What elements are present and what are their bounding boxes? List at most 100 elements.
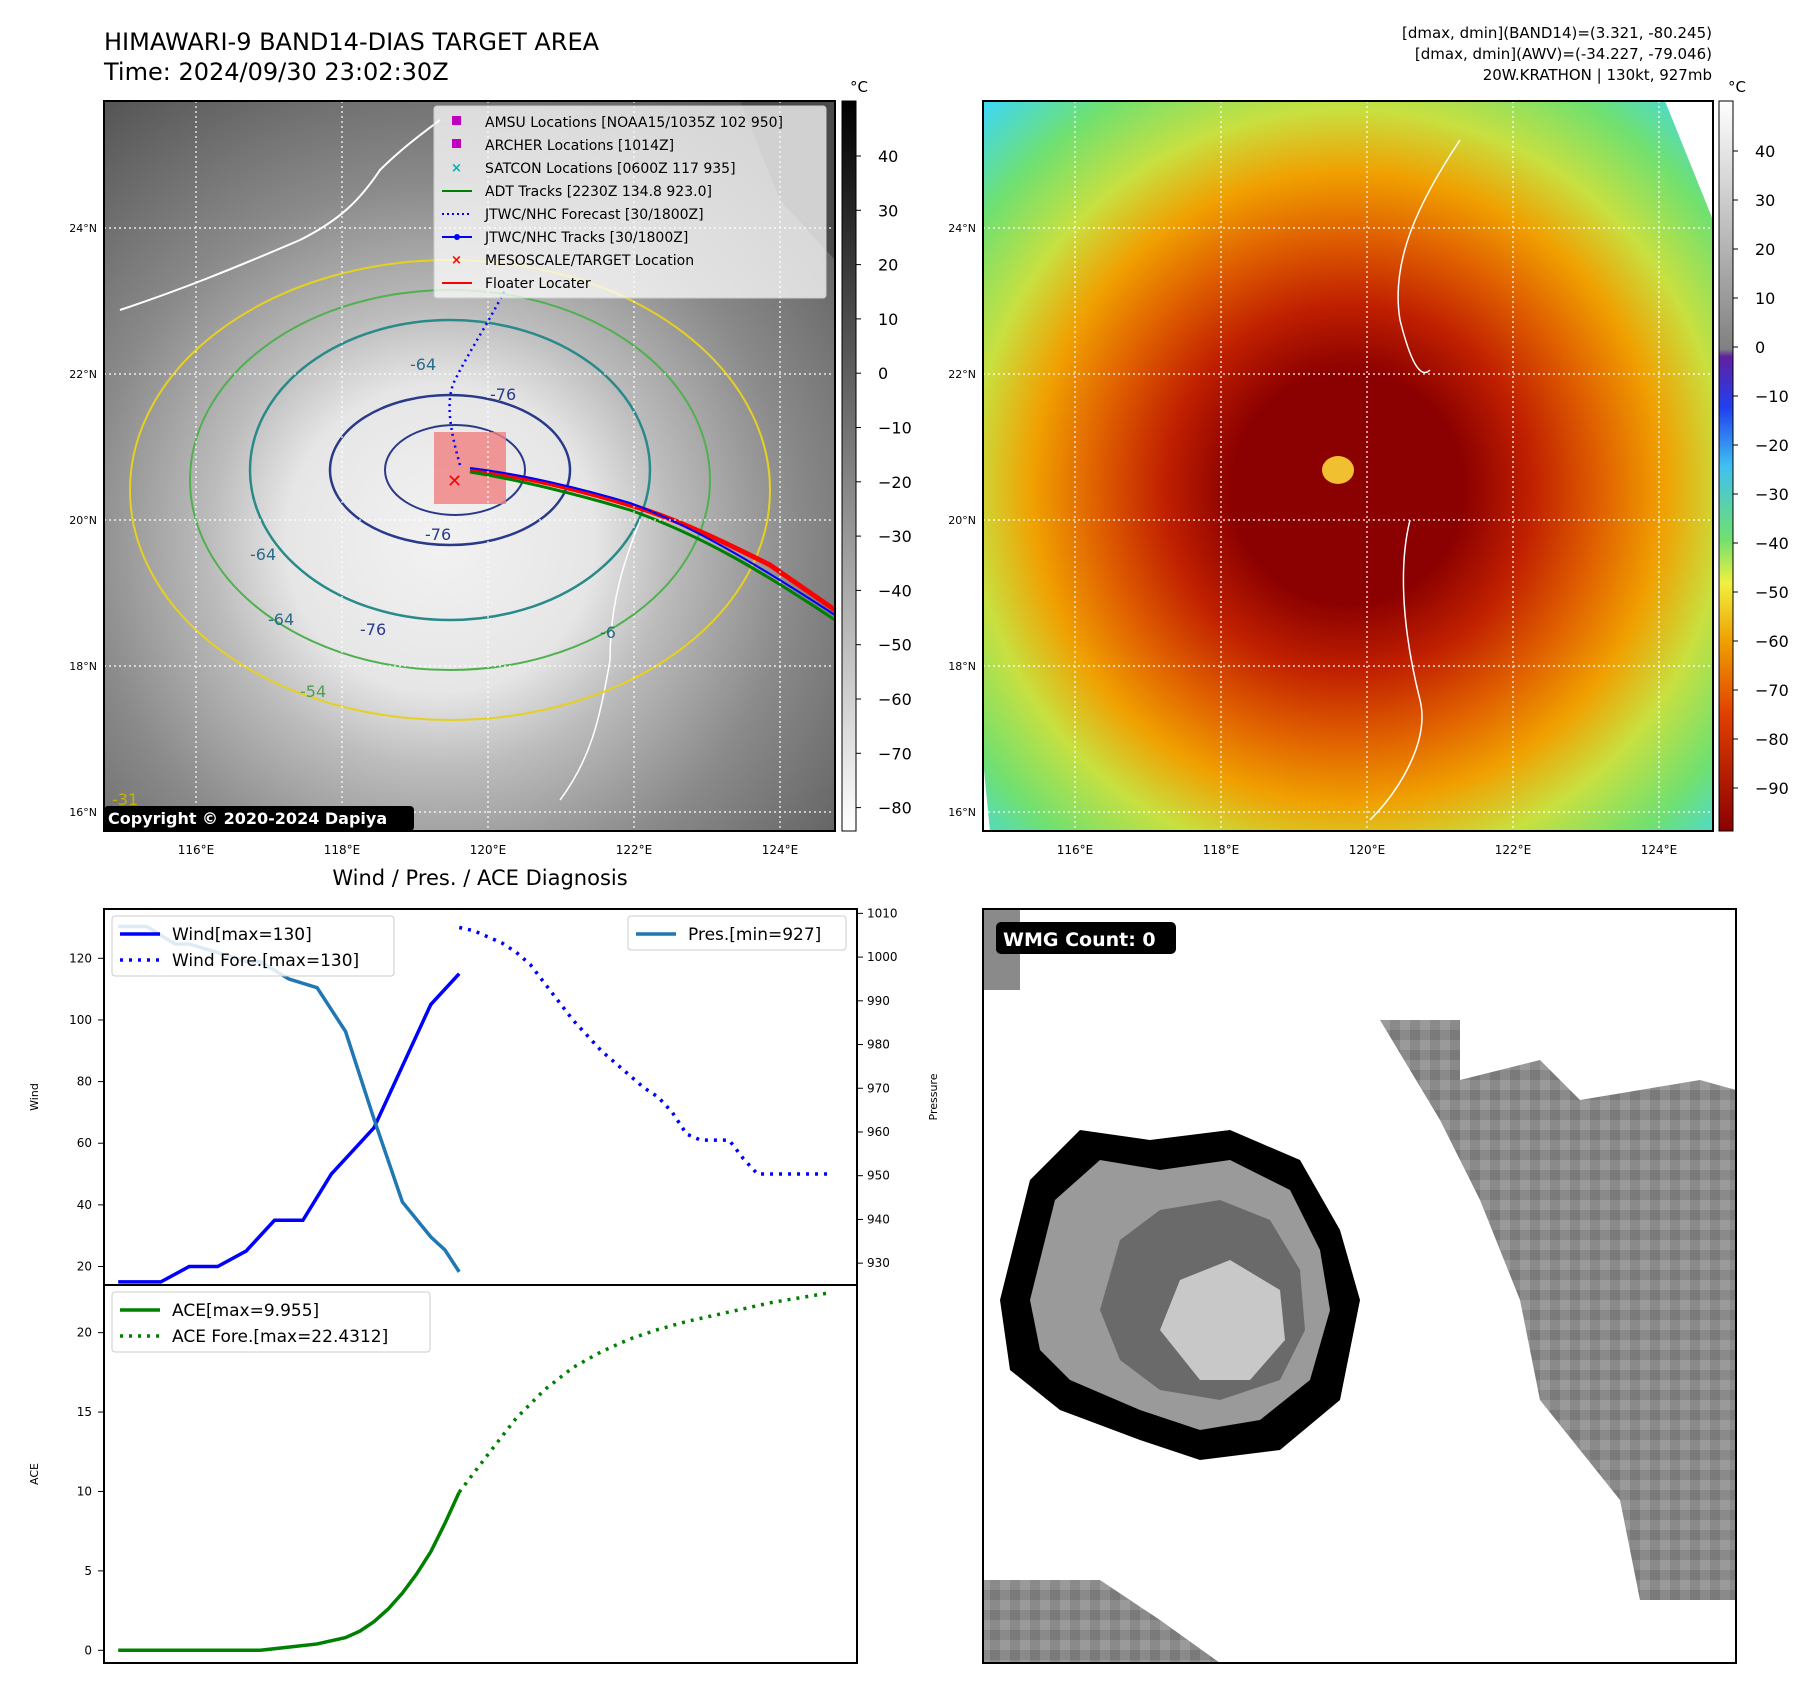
colorbar-tick-label: 10 [878,310,898,329]
colorbar-tick-label: −10 [878,419,912,438]
contour-ring-1 [248,318,652,622]
legend-label: ARCHER Locations [1014Z] [485,138,674,154]
lat-label: 24°N [69,222,97,235]
y2-tick-label: 950 [867,1169,890,1183]
ir-frame [103,100,836,832]
lon-label: 118°E [1203,843,1240,857]
y-axis-label: ACE [28,1463,41,1485]
lat-label: 20°N [948,514,976,527]
legend-item: JTWC/NHC Tracks [30/1800Z] [442,230,688,246]
colorbar-tick-label: −60 [1755,632,1789,651]
y-tick-label: 20 [77,1260,92,1274]
legend-item: Floater Locater [442,276,591,292]
legend-label: ADT Tracks [2230Z 134.8 923.0] [485,184,712,200]
colorbar-tick-label: 0 [1755,338,1765,357]
legend-item: × SATCON Locations [0600Z 117 935] [451,161,736,177]
colorbar-tick-label: 10 [1755,289,1775,308]
ace-chart: 20 15 10 5 0 ACE ACE[max=9.955] ACE Fore.[max=2… [28,1284,858,1664]
color-map-frame [982,100,1714,832]
chart-legend-label: ACE Fore.[max=22.4312] [172,1327,388,1347]
series-line [458,925,829,1176]
colorbar-tick-label: −70 [878,744,912,763]
legend-marker-dot [454,234,460,240]
legend-label: AMSU Locations [NOAA15/1035Z 102 950] [485,115,783,131]
y-axis-label: Wind [28,1083,41,1111]
lon-label: 116°E [1057,843,1094,857]
y2-tick-label: 960 [867,1125,890,1139]
lon-label: 122°E [1495,843,1532,857]
coastline-china [119,119,441,311]
coastline-luzon-color [1369,519,1423,821]
info-storm: 20W.KRATHON | 130kt, 927mb [1483,66,1712,84]
y2-tick-label: 930 [867,1256,890,1270]
colorbar-tick-label: 20 [1755,240,1775,259]
colorbar-color-bar [1718,100,1734,832]
copyright-text: Copyright © 2020-2024 Dapiya [108,809,387,828]
lon-label: 120°E [1349,843,1386,857]
legend-marker [452,116,461,125]
y2-tick-label: 970 [867,1081,890,1095]
wmg-count-badge [996,922,1176,954]
y-tick-label: 10 [77,1484,92,1498]
colorbar-tick-label: 40 [1755,142,1775,161]
contour-label: -54 [300,682,326,701]
coastline-taiwan [1397,139,1461,374]
y2-tick-label: 980 [867,1038,890,1052]
colorbar-tick-label: −40 [1755,534,1789,553]
colorbar-tick-label: 20 [878,256,898,275]
chart-legend: Wind[max=130] Wind Fore.[max=130] [111,915,395,977]
colorbar-tick-label: −30 [1755,485,1789,504]
copyright-badge [104,806,414,831]
colorbar-unit: °C [1728,78,1746,96]
color-map-panel [982,100,1714,832]
lon-label: 116°E [178,843,215,857]
legend-label: MESOSCALE/TARGET Location [485,253,694,269]
chart-legend-box [111,915,395,977]
legend-item: JTWC/NHC Forecast [30/1800Z] [442,207,704,223]
legend-item: ARCHER Locations [1014Z] [452,138,674,154]
floater-track [469,467,837,613]
lat-label: 16°N [69,806,97,819]
chart-legend-label: Pres.[min=927] [688,925,821,945]
y2-tick-label: 1000 [867,950,898,964]
info-awv: [dmax, dmin](AWV)=(-34.227, -79.046) [1415,45,1712,63]
colorbar-tick-label: −90 [1755,779,1789,798]
colorbar-tick-label: −70 [1755,681,1789,700]
lat-label: 18°N [69,660,97,673]
chart-legend-label: Wind Fore.[max=130] [172,951,359,971]
legend-label: JTWC/NHC Tracks [30/1800Z] [484,230,688,246]
contour-label: -76 [425,525,451,544]
contour-label: -64 [268,610,294,629]
lat-label: 20°N [69,514,97,527]
y2-tick-label: 940 [867,1212,890,1226]
gray-colorbar: °C 40 30 20 10 0 −10 −20 −30 −40 −50 −60 −70 −80 [841,78,912,832]
ir-lat-labels: 24°N 22°N 20°N 18°N 16°N [69,222,97,819]
y-tick-label: 15 [77,1405,92,1419]
colorbar-gray-bar [841,100,857,832]
wmg-light-core [1160,1260,1285,1380]
lat-label: 16°N [948,806,976,819]
lat-label: 22°N [69,368,97,381]
colorbar-tick-label: 0 [878,364,888,383]
contour-label: -6 [600,623,616,642]
lat-label: 18°N [948,660,976,673]
jtwc-track [469,467,836,616]
chart-legend-label: ACE[max=9.955] [172,1301,319,1321]
plot-frame [103,1284,858,1664]
ir-map-panel: -64 -76 -76 -64 -76 -64 -54 -6 -31 ✕ AMS… [103,100,837,832]
y2-tick-label: 1010 [867,906,898,920]
legend-marker [452,139,461,148]
figure-title: HIMAWARI-9 BAND14-DIAS TARGET AREA [104,28,600,56]
ir-lon-labels: 116°E 118°E 120°E 122°E 124°E [178,843,799,857]
lon-label: 124°E [1641,843,1678,857]
colorbar-tick-label: 30 [878,201,898,220]
colorbar-tick-label: −60 [878,690,912,709]
wmg-frame [982,908,1737,1664]
y-tick-label: 100 [69,1013,92,1027]
wmg-gray-region-bottom [983,1580,1220,1663]
lon-label: 124°E [762,843,799,857]
colorbar-tick-label: −20 [878,473,912,492]
legend-box [433,105,827,299]
legend-label: Floater Locater [485,276,591,292]
legend-item: × MESOSCALE/TARGET Location [451,253,694,269]
